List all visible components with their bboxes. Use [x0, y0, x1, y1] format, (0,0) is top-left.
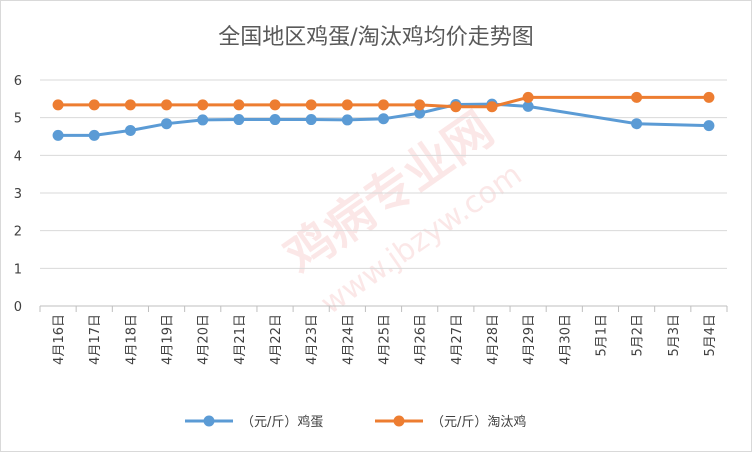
data-point [88, 129, 100, 141]
data-point [450, 101, 462, 113]
data-point [631, 118, 643, 130]
data-point [703, 120, 715, 132]
y-tick-label: 2 [14, 225, 22, 240]
x-tick-label: 4月26日 [414, 314, 429, 365]
y-tick-label: 5 [14, 112, 22, 127]
x-tick-label: 4月30日 [558, 314, 573, 365]
data-point [486, 101, 498, 113]
data-point [631, 91, 643, 103]
x-axis: 4月16日 4月17日 4月18日 4月19日 4月20日 4月21日 4月22日 4月23日… [39, 306, 728, 365]
y-tick-label: 0 [14, 300, 22, 315]
data-point [341, 99, 353, 111]
data-point [269, 114, 281, 126]
data-point [305, 114, 317, 126]
x-tick-label: 4月25日 [378, 314, 393, 365]
data-point [52, 129, 64, 141]
data-point [414, 107, 426, 119]
x-tick-label: 4月24日 [341, 314, 356, 365]
data-point [88, 99, 100, 111]
x-tick-label: 5月4日 [703, 314, 718, 357]
data-point [52, 99, 64, 111]
data-point [703, 91, 715, 103]
x-tick-label: 4月22日 [269, 314, 284, 365]
legend-marker [393, 415, 405, 427]
data-point [341, 114, 353, 126]
data-point [197, 99, 209, 111]
x-tick-label: 4月27日 [450, 314, 465, 365]
x-tick-label: 5月3日 [667, 314, 682, 357]
x-tick-label: 4月17日 [88, 314, 103, 365]
y-tick-label: 3 [14, 187, 22, 202]
series-line [58, 95, 709, 109]
data-point [522, 100, 534, 112]
x-tick-label: 4月21日 [233, 314, 248, 365]
series-group [52, 91, 715, 141]
legend-label: （元/斤）鸡蛋 [241, 414, 323, 430]
watermark: 鸡病专业网 www.jbzyw.com [275, 101, 529, 321]
legend-label: （元/斤）淘汰鸡 [431, 414, 526, 430]
y-axis: 0 1 2 3 4 5 6 [14, 74, 22, 315]
x-tick-label: 4月16日 [52, 314, 67, 365]
y-tick-label: 4 [14, 149, 22, 164]
data-point [378, 113, 389, 125]
data-point [522, 91, 534, 103]
data-point [124, 99, 136, 111]
gridlines [40, 79, 727, 307]
chart-title: 全国地区鸡蛋/淘汰鸡均价走势图 [218, 25, 533, 50]
x-tick-label: 5月2日 [631, 314, 646, 357]
data-point [233, 114, 245, 126]
data-point [414, 99, 426, 111]
x-tick-label: 4月18日 [124, 314, 139, 365]
x-tick-label: 4月29日 [522, 314, 537, 365]
x-tick-label: 4月28日 [486, 314, 501, 365]
y-tick-label: 1 [14, 262, 22, 277]
x-tick-label: 4月19日 [161, 314, 176, 365]
legend-marker [203, 415, 215, 427]
x-tick-label: 5月1日 [594, 314, 609, 357]
data-point [378, 99, 389, 111]
y-tick-label: 6 [14, 74, 22, 89]
data-point [161, 118, 173, 130]
data-point [269, 99, 281, 111]
x-tick-label: 4月23日 [305, 314, 320, 365]
data-point [233, 99, 245, 111]
data-point [197, 114, 209, 126]
data-point [305, 99, 317, 111]
data-point [124, 124, 136, 136]
series-line [58, 102, 709, 137]
data-point [161, 99, 173, 111]
legend[interactable]: （元/斤）鸡蛋 （元/斤）淘汰鸡 [185, 414, 526, 430]
x-tick-label: 4月20日 [197, 314, 212, 365]
